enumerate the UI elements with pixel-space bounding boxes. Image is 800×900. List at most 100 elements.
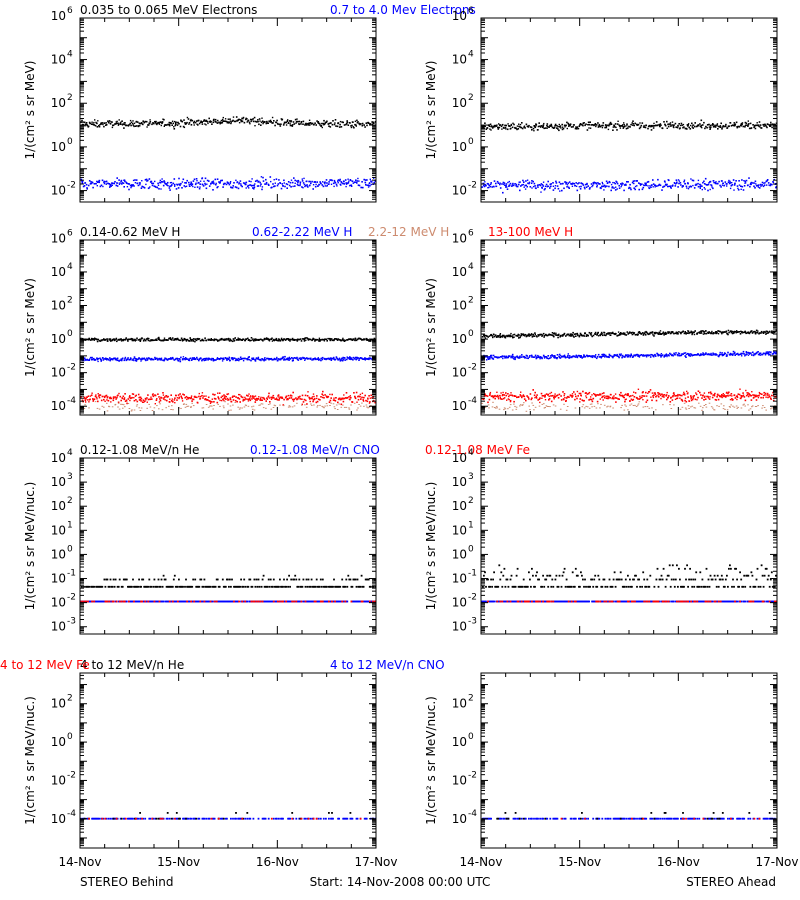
- data-point: [146, 397, 148, 399]
- data-point: [549, 125, 552, 127]
- data-point: [549, 183, 551, 185]
- data-point: [754, 187, 756, 189]
- data-point: [557, 128, 559, 130]
- data-point: [663, 180, 666, 182]
- data-point: [641, 183, 643, 185]
- data-point: [659, 354, 661, 356]
- data-point: [209, 358, 211, 360]
- data-point: [353, 126, 355, 129]
- data-point: [238, 182, 241, 184]
- data-point: [192, 185, 194, 188]
- data-point: [260, 338, 262, 340]
- data-point: [198, 395, 200, 398]
- data-point: [115, 122, 118, 125]
- data-point: [632, 331, 634, 334]
- data-point: [275, 337, 278, 340]
- data-point: [760, 332, 762, 334]
- data-point: [491, 354, 493, 357]
- data-point: [156, 122, 159, 125]
- data-point: [292, 400, 295, 402]
- data-point: [759, 352, 762, 355]
- data-point: [525, 184, 527, 186]
- data-point: [88, 125, 90, 127]
- data-point: [300, 123, 302, 125]
- data-point: [305, 122, 307, 125]
- data-point: [365, 122, 368, 124]
- data-point: [594, 331, 597, 334]
- data-point: [161, 178, 163, 180]
- data-point: [205, 395, 207, 397]
- data-point: [556, 354, 559, 356]
- data-point: [583, 186, 586, 189]
- data-point: [568, 125, 570, 127]
- data-point: [188, 122, 191, 124]
- data-point: [668, 355, 670, 357]
- data-point: [558, 123, 560, 126]
- data-point: [288, 121, 290, 124]
- data-point: [589, 186, 591, 189]
- data-point: [542, 185, 544, 187]
- data-point: [611, 331, 614, 334]
- data-point: [117, 359, 119, 361]
- data-point: [131, 359, 134, 361]
- data-point: [548, 126, 550, 128]
- data-point: [597, 182, 599, 184]
- data-point: [664, 183, 667, 186]
- data-point: [559, 334, 562, 337]
- data-point: [360, 357, 363, 359]
- data-point: [722, 182, 724, 184]
- data-point: [769, 125, 772, 127]
- data-point: [709, 124, 712, 127]
- data-point: [321, 396, 324, 399]
- data-point: [340, 397, 342, 399]
- data-point: [775, 186, 777, 188]
- data-point: [111, 121, 113, 123]
- data-point: [141, 337, 143, 340]
- data-point: [94, 395, 97, 398]
- data-point: [101, 122, 104, 124]
- data-point: [590, 183, 593, 185]
- data-point: [339, 179, 341, 182]
- data-point: [265, 338, 267, 340]
- data-point: [729, 352, 732, 355]
- data-point: [330, 179, 332, 181]
- data-point: [747, 184, 749, 186]
- data-point: [205, 399, 208, 401]
- data-point: [222, 398, 225, 400]
- data-point: [186, 398, 188, 401]
- data-point: [225, 338, 227, 340]
- data-point: [591, 184, 594, 187]
- data-point: [594, 356, 597, 358]
- data-point: [496, 336, 498, 338]
- data-point: [232, 185, 234, 187]
- data-point: [133, 397, 135, 399]
- data-point: [121, 357, 124, 360]
- data-point: [85, 183, 88, 186]
- data-point: [223, 338, 226, 340]
- data-point: [199, 397, 202, 400]
- data-point: [748, 127, 751, 130]
- data-point: [538, 122, 540, 124]
- data-point: [710, 352, 712, 355]
- data-point: [754, 127, 757, 130]
- data-point: [245, 405, 247, 407]
- data-point: [613, 355, 615, 357]
- data-point: [663, 334, 665, 336]
- data-point: [106, 180, 108, 182]
- data-point: [158, 396, 160, 398]
- data-point: [163, 359, 165, 362]
- data-point: [315, 358, 317, 361]
- data-point: [176, 184, 179, 186]
- data-point: [83, 185, 86, 187]
- data-point: [277, 123, 279, 125]
- data-point: [767, 123, 769, 126]
- data-point: [492, 126, 495, 128]
- data-point: [174, 338, 177, 341]
- data-point: [696, 333, 698, 335]
- data-point: [313, 124, 315, 126]
- data-point: [774, 330, 776, 333]
- data-point: [174, 402, 176, 404]
- data-point: [327, 395, 330, 398]
- data-point: [146, 359, 149, 361]
